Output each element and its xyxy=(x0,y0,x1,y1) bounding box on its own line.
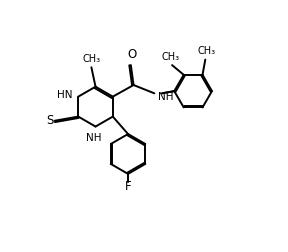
Text: CH₃: CH₃ xyxy=(82,54,101,64)
Text: NH: NH xyxy=(158,92,173,102)
Text: NH: NH xyxy=(86,133,102,143)
Text: HN: HN xyxy=(57,90,72,100)
Text: O: O xyxy=(127,48,136,61)
Text: CH₃: CH₃ xyxy=(198,46,216,56)
Text: CH₃: CH₃ xyxy=(162,52,180,62)
Text: F: F xyxy=(125,180,131,193)
Text: S: S xyxy=(46,114,54,127)
